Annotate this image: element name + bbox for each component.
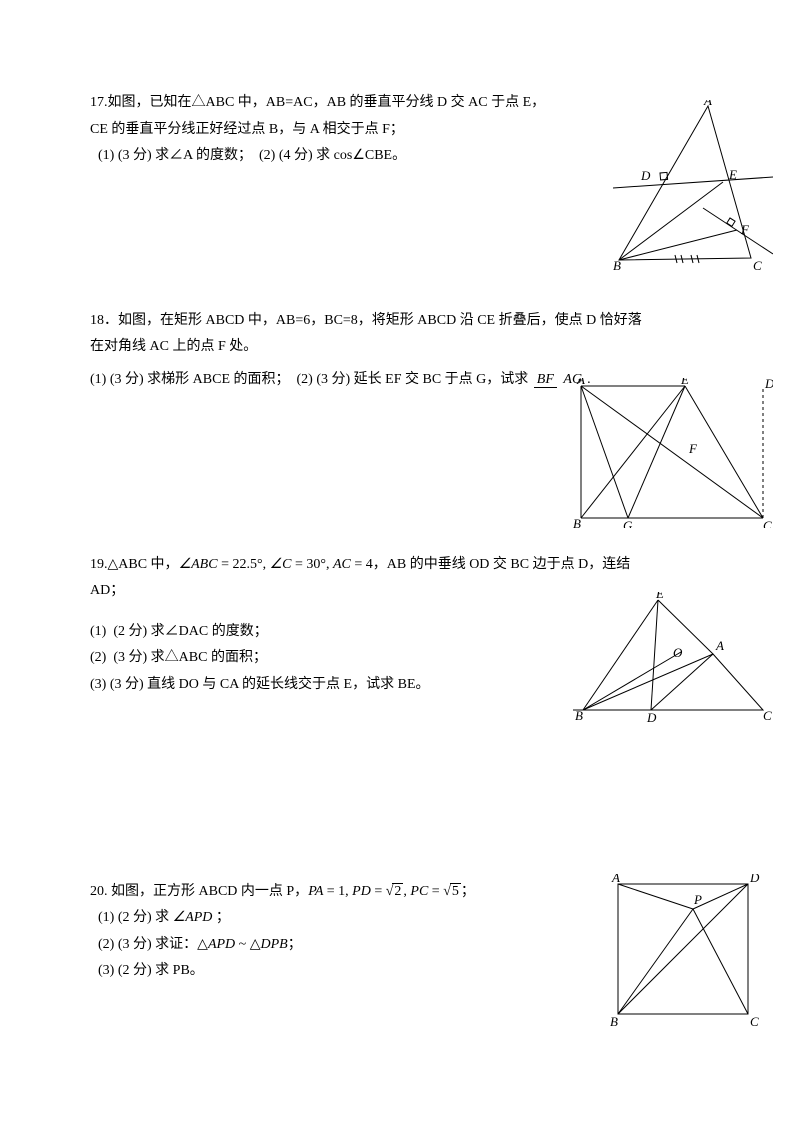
- problem-18: 18．如图，在矩形 ABCD 中，AB=6，BC=8，将矩形 ABCD 沿 CE…: [90, 308, 733, 524]
- problem-20-part3-text: 求 PB。: [155, 963, 204, 978]
- problem-19-part3-points: (3 分): [110, 677, 144, 692]
- problem-17: 17.如图，已知在△ABC 中，AB=AC，AB 的垂直平分线 D 交 AC 于…: [90, 90, 733, 280]
- problem-20-part2-points: (3 分): [118, 937, 152, 952]
- problem-18-text: 18．如图，在矩形 ABCD 中，AB=6，BC=8，将矩形 ABCD 沿 CE…: [90, 308, 650, 361]
- svg-text:F: F: [740, 222, 750, 237]
- svg-text:D: D: [640, 168, 651, 183]
- sqrt2: √2: [386, 879, 404, 906]
- problem-20-part1-label: (1): [98, 910, 114, 925]
- problem-17-figure: A B C D E F: [613, 100, 773, 275]
- problem-20-part2-label: (2): [98, 937, 114, 952]
- svg-text:A: A: [611, 874, 620, 885]
- svg-text:E: E: [680, 378, 689, 387]
- problem-20-introafter: ；: [461, 884, 475, 899]
- problem-19-text: 19.△ABC 中，∠ABC = 22.5°, ∠C = 30°, AC = 4…: [90, 552, 650, 605]
- problem-20-figure: A D B C P: [608, 874, 763, 1029]
- problem-17-part2-points: (4 分): [279, 148, 313, 163]
- problem-19-math: ∠ABC: [179, 557, 222, 572]
- svg-text:A: A: [715, 638, 724, 653]
- svg-text:F: F: [688, 441, 698, 456]
- problem-17-text: 17.如图，已知在△ABC 中，AB=AC，AB 的垂直平分线 D 交 AC 于…: [90, 90, 560, 170]
- svg-text:G: G: [623, 518, 633, 528]
- problem-20-part3-label: (3): [98, 963, 114, 978]
- page: 17.如图，已知在△ABC 中，AB=AC，AB 的垂直平分线 D 交 AC 于…: [0, 0, 793, 1053]
- svg-text:D: D: [764, 378, 773, 391]
- problem-19-part3-text: 直线 DO 与 CA 的延长线交于点 E，试求 BE。: [147, 677, 429, 692]
- problem-17-part2-label: (2): [259, 148, 275, 163]
- problem-17-parts: (1) (3 分) 求∠A 的度数； (2) (4 分) 求 cos∠CBE。: [98, 143, 560, 170]
- svg-text:B: B: [610, 1014, 618, 1029]
- problem-20-part3-points: (2 分): [118, 963, 152, 978]
- frac-num: BF: [534, 372, 557, 388]
- sqrt5: √5: [443, 879, 461, 906]
- svg-text:C: C: [763, 708, 772, 722]
- problem-20-number: 20.: [90, 884, 111, 899]
- problem-19-part1-label: (1): [90, 624, 106, 639]
- problem-18-number: 18．: [90, 313, 118, 328]
- problem-19-part3-label: (3): [90, 677, 106, 692]
- svg-text:D: D: [646, 710, 657, 722]
- problem-17-part2-text: 求 cos∠CBE。: [316, 148, 406, 163]
- problem-19-part2-label: (2): [90, 650, 106, 665]
- problem-19-part2-text: 求△ABC 的面积；: [151, 650, 267, 665]
- problem-18-part1-text: 求梯形 ABCE 的面积；: [147, 372, 289, 387]
- problem-17-number: 17.: [90, 95, 108, 110]
- problem-19-figure: E A B D C O: [573, 592, 773, 722]
- svg-text:E: E: [728, 167, 737, 182]
- problem-18-intro: 如图，在矩形 ABCD 中，AB=6，BC=8，将矩形 ABCD 沿 CE 折叠…: [90, 313, 642, 355]
- problem-17-part1-text: 求∠A 的度数；: [155, 148, 252, 163]
- problem-19-part1-text: 求∠DAC 的度数；: [151, 624, 268, 639]
- problem-20: 20. 如图，正方形 ABCD 内一点 P，PA = 1, PD = √2, P…: [90, 879, 733, 985]
- problem-20-text: 20. 如图，正方形 ABCD 内一点 P，PA = 1, PD = √2, P…: [90, 879, 560, 906]
- problem-20-part2-textafter: ；: [288, 937, 302, 952]
- svg-text:B: B: [573, 516, 581, 528]
- problem-18-part1-points: (3 分): [110, 372, 144, 387]
- problem-19-part2-points: (3 分): [113, 650, 147, 665]
- svg-text:C: C: [763, 518, 772, 528]
- problem-20-introbefore: 如图，正方形 ABCD 内一点 P，: [111, 884, 308, 899]
- problem-17-part1-label: (1): [98, 148, 114, 163]
- svg-text:P: P: [693, 892, 702, 907]
- problem-17-intro: 如图，已知在△ABC 中，AB=AC，AB 的垂直平分线 D 交 AC 于点 E…: [90, 95, 545, 137]
- problem-18-part2-textbefore: 延长 EF 交 BC 于点 G，试求: [354, 372, 529, 387]
- problem-19-introbefore: △ABC 中，: [108, 557, 179, 572]
- problem-17-part1-points: (3 分): [118, 148, 152, 163]
- problem-19-number: 19.: [90, 557, 108, 572]
- svg-text:C: C: [750, 1014, 759, 1029]
- problem-19-part1-points: (2 分): [113, 624, 147, 639]
- problem-20-part2-textbefore: 求证：: [155, 937, 197, 952]
- problem-18-figure: A E D B G C F: [573, 378, 773, 528]
- svg-text:B: B: [613, 258, 621, 273]
- problem-20-part1-points: (2 分): [118, 910, 152, 925]
- problem-18-part1-label: (1): [90, 372, 106, 387]
- svg-text:O: O: [673, 645, 683, 660]
- problem-18-part2-points: (3 分): [316, 372, 350, 387]
- problem-19: 19.△ABC 中，∠ABC = 22.5°, ∠C = 30°, AC = 4…: [90, 552, 733, 839]
- svg-text:D: D: [749, 874, 760, 885]
- problem-18-part2-label: (2): [297, 372, 313, 387]
- svg-text:A: A: [576, 378, 585, 387]
- problem-20-math: PA: [308, 884, 327, 899]
- svg-text:E: E: [655, 592, 664, 601]
- svg-text:C: C: [753, 258, 762, 273]
- svg-text:B: B: [575, 708, 583, 722]
- svg-text:A: A: [703, 100, 712, 108]
